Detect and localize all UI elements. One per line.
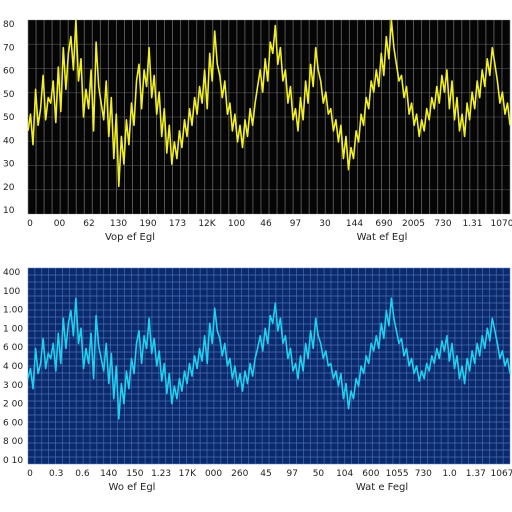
y-tick-label: 20: [3, 183, 15, 193]
x-tick-label: 97: [286, 469, 297, 479]
x-tick-label: 1067: [491, 469, 512, 479]
x-tick-label: 1.23: [151, 469, 171, 479]
y-tick-label: 40: [3, 136, 15, 146]
y-tick-label: 400: [3, 268, 20, 278]
x-tick-label: 600: [362, 469, 379, 479]
x-tick-label: 100: [228, 219, 245, 229]
x-axis-label: Wat e Fegl: [356, 482, 408, 493]
x-tick-label: 62: [83, 219, 94, 229]
x-tick-label: 00: [54, 219, 66, 229]
y-tick-label: 50: [3, 90, 15, 100]
x-tick-label: 12K: [198, 219, 216, 229]
y-tick-label: 6 00: [3, 418, 23, 428]
y-tick-label: 100: [3, 287, 20, 297]
x-tick-label: 0: [27, 219, 33, 229]
x-tick-label: 17K: [179, 469, 197, 479]
y-tick-label: 30: [3, 160, 15, 170]
x-tick-label: 260: [231, 469, 248, 479]
waveform-series-line: [27, 297, 511, 420]
y-tick-label: 70: [3, 43, 15, 53]
x-tick-label: 97: [290, 219, 301, 229]
y-tick-label: 1 00: [3, 324, 23, 334]
y-tick-label: 6 00: [3, 343, 23, 353]
x-tick-label: 140: [100, 469, 117, 479]
x-tick-label: 730: [434, 219, 451, 229]
x-tick-label: 1055: [386, 469, 409, 479]
x-tick-label: 45: [260, 469, 271, 479]
y-tick-label: 0 10: [3, 456, 23, 466]
y-tick-label: 8 00: [3, 437, 23, 447]
x-tick-label: 0.6: [75, 469, 90, 479]
x-tick-label: 190: [139, 219, 156, 229]
x-tick-label: 46: [260, 219, 272, 229]
x-tick-label: 0.3: [49, 469, 63, 479]
x-tick-label: 150: [126, 469, 143, 479]
x-tick-label: 30: [319, 219, 331, 229]
y-tick-label: 50: [3, 113, 15, 123]
x-tick-label: 000: [205, 469, 222, 479]
x-tick-label: 104: [336, 469, 353, 479]
y-tick-label: 60: [3, 67, 15, 77]
x-tick-label: 1070: [491, 219, 512, 229]
y-tick-label: 2 00: [3, 400, 23, 410]
x-tick-label: 1.37: [466, 469, 486, 479]
x-tick-label: 730: [415, 469, 432, 479]
chart-panel-bottom: 400 100 1.00 1 00 6 00 4 00 3 00 2 00 6 00 8 00 0 …: [0, 262, 512, 512]
x-tick-label: 1.31: [462, 219, 482, 229]
y-tick-label: 80: [3, 20, 15, 30]
x-tick-label: 0: [27, 469, 33, 479]
x-axis-label: Vop ef Egl: [105, 232, 155, 243]
x-tick-label: 1.0: [442, 469, 457, 479]
chart-panel-top: 80 70 60 50 50 40 30 20 10 0 00 62 130 190 173 12K 100 46…: [0, 0, 512, 250]
y-tick-label: 10: [3, 206, 15, 216]
x-tick-label: 173: [169, 219, 186, 229]
x-tick-label: 130: [110, 219, 127, 229]
x-tick-label: 690: [375, 219, 392, 229]
x-tick-label: 2005: [402, 219, 425, 229]
y-tick-label: 1.00: [3, 306, 23, 316]
y-tick-label: 3 00: [3, 381, 23, 391]
x-tick-label: 144: [346, 219, 363, 229]
x-tick-label: 50: [313, 469, 325, 479]
y-tick-label: 4 00: [3, 362, 23, 372]
x-axis-label: Wat ef Egl: [357, 232, 408, 243]
waveform-series-line: [27, 19, 511, 188]
x-axis-label: Wo ef Egl: [109, 482, 156, 493]
